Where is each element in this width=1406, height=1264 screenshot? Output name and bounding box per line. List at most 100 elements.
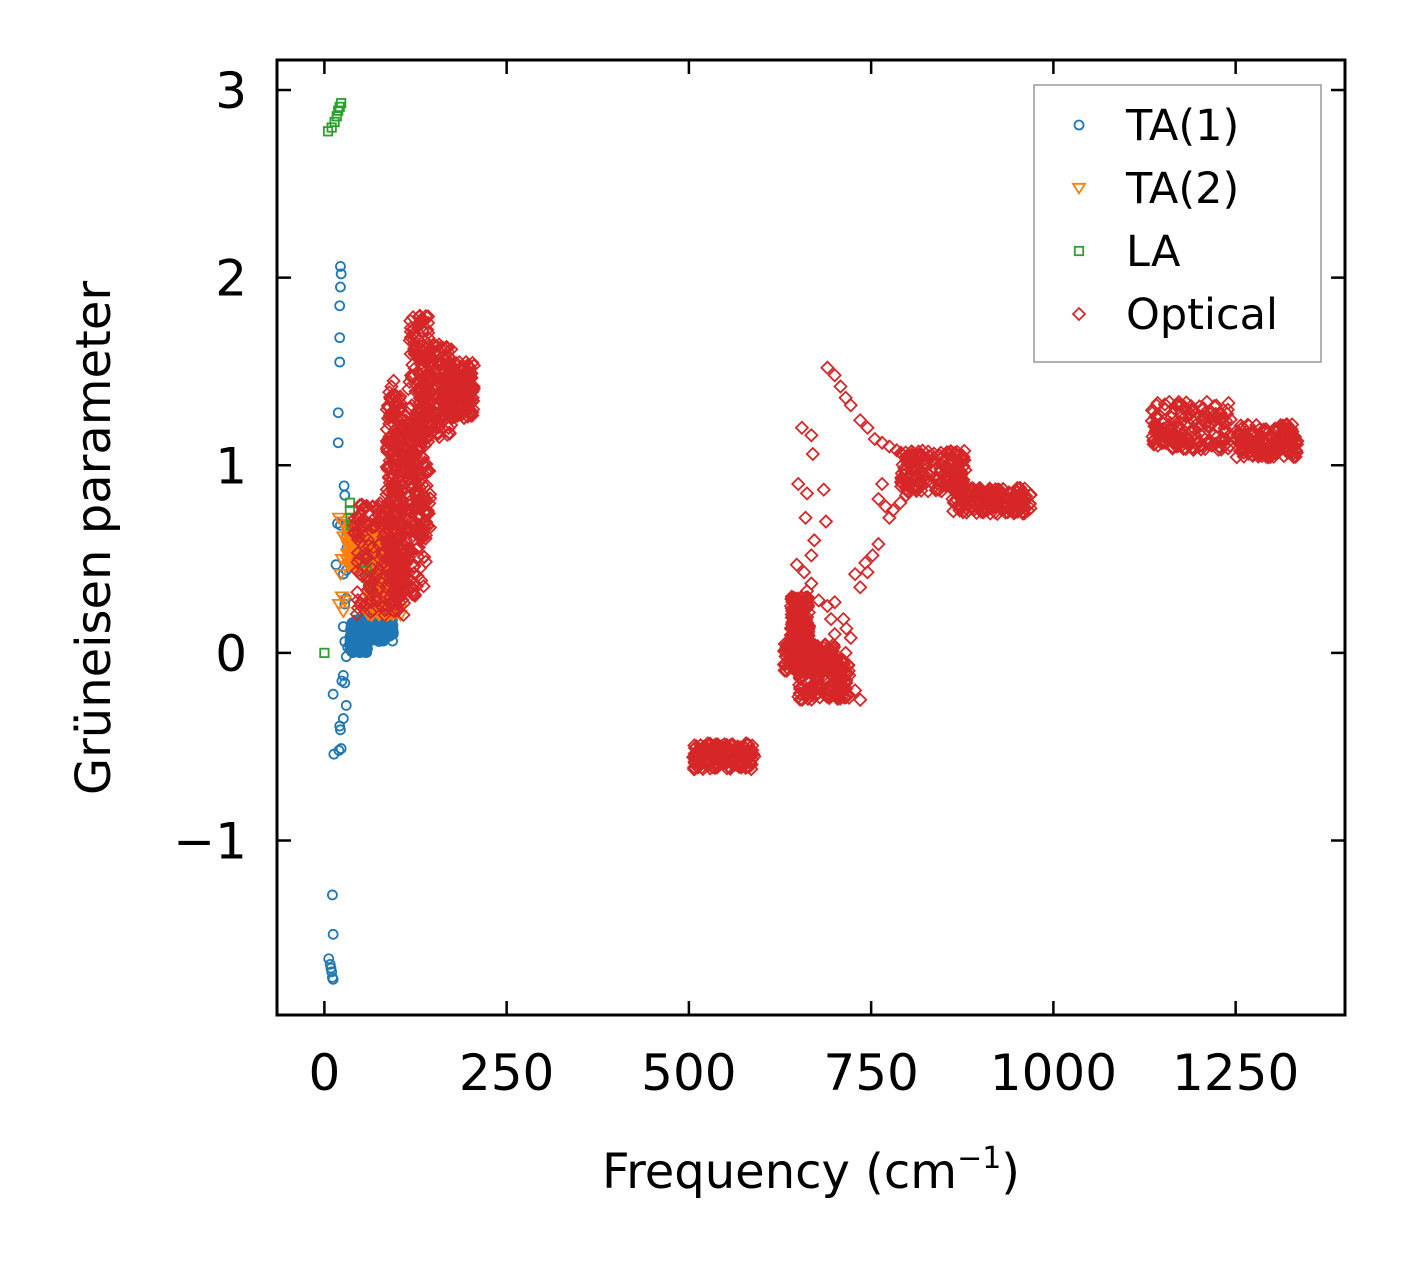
data-point-Optical-band6 xyxy=(714,751,729,767)
data-point-Optical-band12 xyxy=(1218,413,1234,429)
data-point-Optical-band13 xyxy=(1237,435,1253,450)
data-point-TA(1)-5 xyxy=(334,356,346,368)
data-point-Optical-band0 xyxy=(362,578,378,593)
data-point-Optical-band1 xyxy=(387,387,403,403)
data-point-Optical-band8 xyxy=(796,678,812,694)
data-point-Optical-28 xyxy=(874,476,890,492)
data-point-TA(1)-20 xyxy=(339,636,351,648)
data-point-Optical-band8 xyxy=(824,654,840,669)
data-point-Optical-band8 xyxy=(821,680,836,695)
data-point-TA(1)-6 xyxy=(332,407,344,419)
data-point-Optical-band9 xyxy=(800,641,815,657)
data-point-Optical-band13 xyxy=(1275,418,1291,433)
data-point-Optical-38 xyxy=(843,397,859,413)
data-point-Optical-band9 xyxy=(785,593,801,609)
data-point-Optical-band1 xyxy=(380,577,395,592)
x-tick-label: 750 xyxy=(823,1044,918,1102)
data-point-Optical-band2 xyxy=(402,542,417,557)
data-point-Optical-band12 xyxy=(1206,398,1222,414)
data-point-Optical-band4 xyxy=(413,356,429,372)
data-point-TA(1)-band1 xyxy=(346,629,358,641)
data-point-Optical-52 xyxy=(386,373,401,389)
data-point-Optical-band6 xyxy=(733,753,748,769)
data-point-Optical-band2 xyxy=(391,422,407,438)
data-point-TA(1)-30 xyxy=(335,724,346,736)
data-point-Optical-band4 xyxy=(412,385,427,400)
data-point-Optical-band3 xyxy=(402,522,417,537)
data-point-Optical-33 xyxy=(898,488,914,503)
x-tick-label: 0 xyxy=(308,1044,340,1102)
data-point-Optical-band12 xyxy=(1186,440,1201,456)
data-point-Optical-band0 xyxy=(358,552,374,567)
data-point-Optical-47 xyxy=(842,668,857,683)
data-point-TA(2)-7 xyxy=(337,595,353,608)
data-point-Optical-band4 xyxy=(412,347,427,363)
data-point-Optical-band12 xyxy=(1146,433,1161,449)
data-point-Optical-43 xyxy=(882,439,897,454)
data-point-Optical-band2 xyxy=(413,573,429,588)
data-point-Optical-band13 xyxy=(1250,434,1266,449)
data-point-Optical-band4 xyxy=(443,417,459,433)
data-point-Optical-band11 xyxy=(956,491,972,506)
x-axis-label-superscript: −1 xyxy=(957,1141,1001,1176)
data-point-Optical-band9 xyxy=(800,590,816,605)
data-point-Optical-band5 xyxy=(465,355,480,371)
data-point-Optical-band12 xyxy=(1163,415,1178,431)
data-point-Optical-band10 xyxy=(894,479,909,494)
data-point-Optical-band3 xyxy=(412,440,428,455)
data-point-TA(1)-34 xyxy=(327,889,338,901)
data-point-Optical-band4 xyxy=(428,419,444,434)
data-point-TA(1)-2 xyxy=(335,281,346,293)
legend-label-Optical: Optical xyxy=(1126,290,1278,340)
data-point-Optical-band6 xyxy=(739,737,755,752)
data-point-Optical-band12 xyxy=(1201,419,1217,434)
data-point-Optical-24 xyxy=(871,536,886,552)
data-point-Optical-band4 xyxy=(422,358,437,374)
data-point-Optical-20 xyxy=(827,626,842,642)
data-point-Optical-29 xyxy=(878,499,893,514)
data-point-TA(1)-0 xyxy=(335,260,346,272)
data-point-Optical-band10 xyxy=(913,473,928,489)
data-point-Optical-band2 xyxy=(416,549,432,565)
data-point-Optical-band3 xyxy=(403,324,419,340)
data-point-Optical-band3 xyxy=(403,504,419,519)
x-tick-label: 1250 xyxy=(1172,1044,1299,1102)
data-point-Optical-band0 xyxy=(359,583,375,598)
data-point-Optical-5 xyxy=(816,482,832,497)
data-point-Optical-band12 xyxy=(1213,442,1229,457)
data-point-Optical-band6 xyxy=(686,761,702,777)
data-point-Optical-band1 xyxy=(387,588,403,604)
data-point-Optical-50 xyxy=(838,645,853,661)
data-point-TA(2)-4 xyxy=(332,568,349,582)
series-TA(1) xyxy=(323,260,399,985)
data-point-Optical-band6 xyxy=(729,742,745,758)
legend-label-TA(1): TA(1) xyxy=(1125,101,1239,151)
y-axis-label: Grüneisen parameter xyxy=(66,281,122,796)
data-point-Optical-band11 xyxy=(1003,494,1018,509)
data-point-Optical-band11 xyxy=(946,503,961,519)
data-point-Optical-band4 xyxy=(412,390,428,406)
data-point-Optical-27 xyxy=(871,491,886,507)
x-tick-label: 500 xyxy=(641,1044,736,1102)
data-point-Optical-band12 xyxy=(1163,426,1179,442)
data-point-Optical-band13 xyxy=(1270,444,1286,460)
data-point-Optical-band5 xyxy=(462,404,478,419)
data-point-Optical-41 xyxy=(867,431,883,447)
data-point-Optical-band10 xyxy=(955,474,971,489)
data-point-Optical-35 xyxy=(827,367,842,383)
data-point-Optical-band9 xyxy=(786,614,802,630)
legend-marker-TA(2) xyxy=(1071,182,1087,196)
data-point-TA(1)-23 xyxy=(337,670,349,681)
data-point-Optical-band12 xyxy=(1180,415,1196,430)
data-point-Optical-band10 xyxy=(942,455,958,471)
data-point-Optical-band4 xyxy=(431,337,447,352)
data-point-Optical-band5 xyxy=(453,393,468,408)
data-point-Optical-band6 xyxy=(720,759,736,774)
data-point-Optical-band13 xyxy=(1264,444,1279,460)
data-point-Optical-band6 xyxy=(744,738,760,753)
data-point-Optical-band3 xyxy=(407,497,423,513)
data-point-Optical-band9 xyxy=(787,639,802,655)
data-point-Optical-band11 xyxy=(972,494,988,510)
data-point-Optical-36 xyxy=(833,379,848,394)
data-point-Optical-band3 xyxy=(403,346,419,362)
